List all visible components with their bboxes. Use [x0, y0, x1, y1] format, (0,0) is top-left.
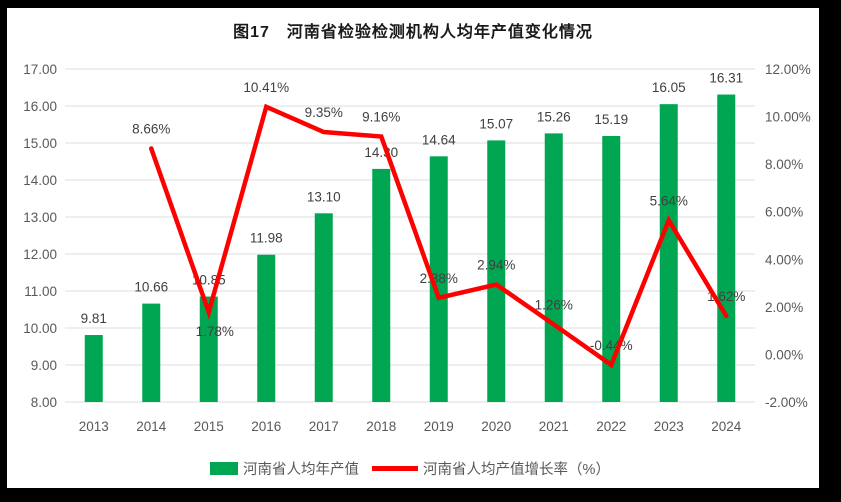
left-axis-tick-label: 11.00: [24, 284, 57, 299]
left-axis-tick-label: 14.00: [23, 173, 57, 188]
x-axis-tick-label: 2017: [309, 419, 339, 434]
right-axis-tick-label: 0.00%: [765, 347, 803, 362]
left-axis-tick-label: 12.00: [23, 247, 57, 262]
bar-value-label: 15.26: [537, 109, 571, 124]
right-axis-tick-label: 2.00%: [765, 300, 803, 315]
x-axis-tick-label: 2020: [481, 419, 511, 434]
x-axis-tick-label: 2013: [79, 419, 109, 434]
x-axis-tick-label: 2018: [366, 419, 396, 434]
growth-line: [149, 103, 729, 369]
right-axis-tick-label: 4.00%: [765, 252, 803, 267]
line-series-swatch-icon: [372, 465, 419, 471]
bar-value-label: 13.10: [307, 189, 341, 204]
growth-value-label: 9.16%: [362, 110, 400, 125]
bar-value-label: 16.31: [709, 71, 743, 86]
bar: [659, 104, 678, 403]
bar: [429, 156, 448, 402]
x-axis-tick-label: 2016: [251, 419, 281, 434]
bar-value-label: 14.30: [364, 145, 398, 160]
right-axis-tick-label: 6.00%: [765, 205, 803, 220]
bar-value-label: 9.81: [81, 311, 107, 326]
left-axis-tick-label: 16.00: [23, 99, 57, 114]
bar-value-label: 15.19: [594, 112, 628, 127]
bar: [372, 168, 391, 402]
growth-value-label: 2.38%: [420, 271, 458, 286]
growth-value-label: 1.78%: [196, 324, 234, 339]
bar-value-label: 15.07: [479, 116, 513, 131]
chart-legend: 河南省人均年产值 河南省人均产值增长率（%）: [65, 457, 755, 479]
line-series-legend-label: 河南省人均产值增长率（%）: [423, 461, 610, 478]
bar-value-label: 11.98: [250, 231, 283, 246]
bar: [84, 335, 103, 402]
x-axis-tick-label: 2022: [596, 419, 626, 434]
growth-value-label: 1.26%: [535, 297, 573, 312]
bar-value-label: 10.66: [134, 280, 168, 295]
bar: [717, 94, 736, 402]
left-axis-tick-label: 9.00: [31, 358, 57, 373]
bar: [487, 140, 506, 402]
left-axis-tick-label: 10.00: [23, 321, 57, 336]
chart-canvas: 图17 河南省检验检测机构人均年产值变化情况 8.00 9.00 10.00 11.0…: [7, 8, 819, 488]
right-axis-tick-label: -2.00%: [765, 395, 808, 410]
bar-series-swatch-icon: [210, 461, 239, 475]
growth-value-label: 5.64%: [650, 193, 688, 208]
growth-value-label: 2.94%: [477, 257, 515, 272]
bar-value-label: 14.64: [422, 132, 456, 147]
bar: [544, 133, 563, 402]
chart-title: 图17 河南省检验检测机构人均年产值变化情况: [233, 24, 593, 41]
bar: [142, 303, 161, 402]
x-axis-tick-label: 2024: [711, 419, 742, 434]
x-axis-tick-label: 2015: [194, 419, 224, 434]
bar: [199, 296, 218, 402]
left-axis-tick-label: 13.00: [23, 210, 57, 225]
growth-value-label: 9.35%: [305, 105, 343, 120]
bar-line-chart: 8.00 9.00 10.00 11.00 12.00 13.00 14.00 15.00 16…: [23, 62, 811, 434]
bar: [257, 254, 276, 402]
x-axis-tick-label: 2014: [136, 419, 167, 434]
growth-value-label: 8.66%: [132, 121, 170, 136]
bar-value-label: 16.05: [652, 80, 686, 95]
bar: [602, 135, 621, 402]
growth-value-label: 10.41%: [243, 80, 289, 95]
right-axis-tick-label: 8.00%: [765, 157, 803, 172]
left-axis-tick-label: 8.00: [31, 395, 57, 410]
left-axis-tick-label: 15.00: [23, 136, 57, 151]
right-axis-tick-label: 10.00%: [765, 110, 811, 125]
x-axis-tick-label: 2019: [424, 419, 454, 434]
bar: [314, 213, 333, 402]
growth-value-label: -0.44%: [590, 338, 633, 353]
x-axis-tick-label: 2023: [654, 419, 684, 434]
x-axis-tick-label: 2021: [539, 419, 569, 434]
left-axis-tick-label: 17.00: [23, 62, 57, 77]
bar-series-legend-label: 河南省人均年产值: [243, 461, 360, 478]
right-axis-tick-label: 12.00%: [765, 62, 811, 77]
